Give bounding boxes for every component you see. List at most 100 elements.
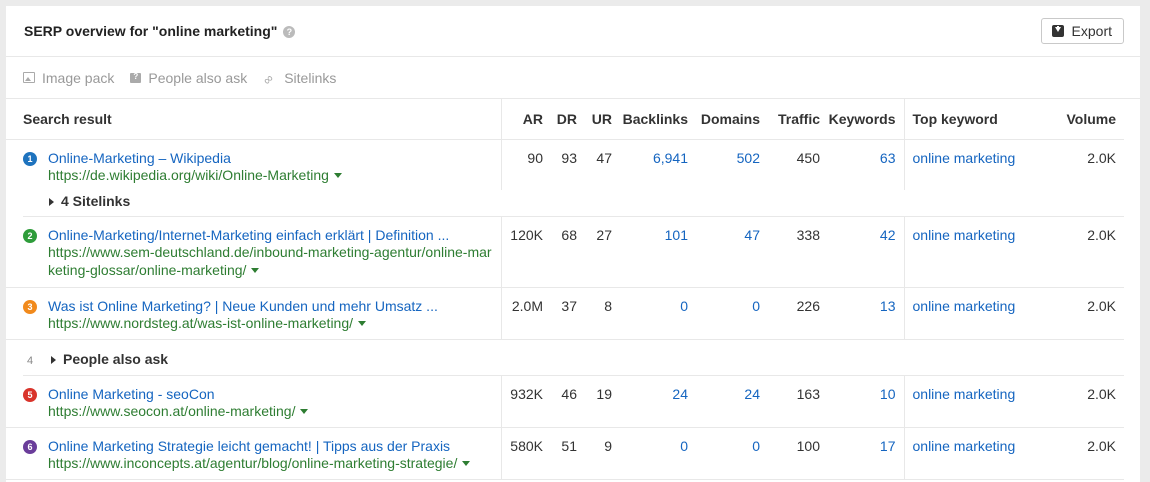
backlinks-link[interactable]: 0 [620,287,696,340]
traffic-value: 163 [768,375,828,428]
serp-overview-panel: SERP overview for "online marketing"? Ex… [6,6,1140,482]
result-url-text: https://www.inconcepts.at/agentur/blog/o… [48,455,458,471]
ar-value: 580K [500,427,551,480]
col-top-keyword[interactable]: Top keyword [903,99,1038,140]
top-keyword-link[interactable]: online marketing [903,139,1038,190]
volume-value: 2.0K [1087,149,1116,166]
ur-value: 27 [585,217,620,288]
dr-value: 37 [551,287,585,340]
domains-link[interactable]: 0 [696,287,768,340]
dr-value: 68 [551,217,585,288]
backlinks-link[interactable]: 0 [620,427,696,480]
result-url[interactable]: https://www.sem-deutschland.de/inbound-m… [23,243,493,279]
domains-link[interactable]: 24 [696,375,768,428]
ar-value: 2.0M [500,287,551,340]
sitelinks-toggle[interactable]: 4 Sitelinks [23,190,1124,217]
backlinks-link[interactable]: 101 [620,217,696,288]
result-cell: 3 Was ist Online Marketing? | Neue Kunde… [6,287,501,340]
backlinks-link[interactable]: 6,941 [652,149,688,166]
keywords-link[interactable]: 63 [879,149,896,166]
image-icon [23,72,35,83]
keywords-link[interactable]: 17 [828,427,904,480]
col-traffic[interactable]: Traffic [768,99,828,140]
page-title: SERP overview for "online marketing"? [24,23,296,39]
link-icon: ∞ [259,70,277,88]
sitelinks-label: 4 Sitelinks [61,193,131,209]
ur-value: 19 [585,375,620,428]
export-button[interactable]: Export [1040,18,1124,44]
domains-link[interactable]: 502 [736,149,760,166]
result-url[interactable]: https://www.nordsteg.at/was-ist-online-m… [23,314,493,332]
top-keyword-link[interactable]: online marketing [903,375,1038,428]
question-bubble-icon [130,72,142,83]
ar-value: 120K [500,217,551,288]
traffic-value: 450 [796,149,820,166]
col-ur[interactable]: UR [585,99,620,140]
keywords-link[interactable]: 42 [828,217,904,288]
traffic-value: 338 [768,217,828,288]
caret-down-icon[interactable] [333,172,342,178]
table-header-row: Search result AR DR UR Backlinks Domains… [6,99,1124,140]
ar-value: 90 [500,139,551,190]
result-url[interactable]: https://www.inconcepts.at/agentur/blog/o… [23,454,493,472]
table-row: 2 Online-Marketing/Internet-Marketing ei… [6,217,1124,288]
paa-rank: 4 [27,354,34,367]
help-icon[interactable]: ? [283,26,296,38]
result-title-link[interactable]: Online-Marketing/Internet-Marketing einf… [48,227,450,243]
download-icon [1051,25,1064,37]
backlinks-link[interactable]: 24 [620,375,696,428]
result-cell: 5 Online Marketing - seoCon https://www.… [6,375,501,428]
rank-badge: 1 [23,151,37,166]
rank-badge: 6 [23,440,37,454]
result-title-link[interactable]: Online Marketing - seoCon [48,385,215,402]
table-row: 3 Was ist Online Marketing? | Neue Kunde… [6,287,1124,340]
result-url[interactable]: https://www.seocon.at/online-marketing/ [23,402,493,420]
col-volume[interactable]: Volume [1038,99,1124,140]
ur-value: 47 [596,149,612,166]
keywords-link[interactable]: 10 [828,375,904,428]
col-search-result[interactable]: Search result [6,99,501,140]
sitelinks-cell: 4 Sitelinks [6,190,1124,217]
result-title-link[interactable]: Online Marketing Strategie leicht gemach… [48,438,451,454]
dr-value: 46 [551,375,585,428]
col-backlinks[interactable]: Backlinks [620,99,696,140]
col-ar[interactable]: AR [500,99,551,140]
feature-label: People also ask [148,69,248,86]
table-row: 5 Online Marketing - seoCon https://www.… [6,375,1124,428]
feature-image-pack: Image pack [23,70,114,86]
result-title-link[interactable]: Was ist Online Marketing? | Neue Kunden … [48,297,438,314]
panel-header: SERP overview for "online marketing"? Ex… [6,6,1140,57]
dr-value: 93 [561,149,577,166]
top-keyword-link[interactable]: online marketing [903,287,1038,340]
col-domains[interactable]: Domains [696,99,768,140]
result-title-link[interactable]: Online-Marketing – Wikipedia [48,149,231,166]
caret-down-icon[interactable] [300,408,309,414]
result-url[interactable]: https://de.wikipedia.org/wiki/Online-Mar… [23,166,493,184]
people-also-ask-cell: 4 People also ask [6,339,1124,376]
export-label: Export [1071,23,1112,39]
caret-down-icon[interactable] [251,268,260,273]
table-row: 1 Online-Marketing – Wikipedia https://d… [6,139,1124,190]
people-also-ask-toggle[interactable]: 4 People also ask [23,340,1124,376]
volume-value: 2.0K [1038,427,1124,480]
ur-value: 9 [585,427,620,480]
volume-value: 2.0K [1038,375,1124,428]
col-dr[interactable]: DR [551,99,585,140]
serp-features-bar: Image pack People also ask ∞ Sitelinks [6,57,1140,99]
result-url-text: https://www.nordsteg.at/was-ist-online-m… [48,314,354,331]
caret-down-icon[interactable] [462,461,471,466]
paa-label: People also ask [63,350,169,367]
feature-label: Image pack [42,69,115,86]
keywords-link[interactable]: 13 [828,287,904,340]
rank-badge: 2 [23,229,37,243]
ur-value: 8 [585,287,620,340]
caret-down-icon[interactable] [358,320,367,326]
top-keyword-link[interactable]: online marketing [903,217,1038,288]
ar-value: 932K [500,375,551,428]
rank-badge: 3 [23,299,37,314]
volume-value: 2.0K [1038,217,1124,288]
col-keywords[interactable]: Keywords [828,99,904,140]
domains-link[interactable]: 47 [696,217,768,288]
domains-link[interactable]: 0 [696,427,768,480]
top-keyword-link[interactable]: online marketing [903,427,1038,480]
